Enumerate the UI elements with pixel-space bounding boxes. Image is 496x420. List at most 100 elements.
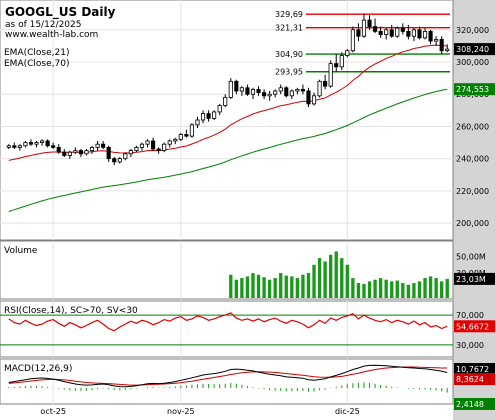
candle-body bbox=[373, 26, 378, 32]
volume-bar bbox=[279, 273, 283, 298]
candle-body bbox=[395, 27, 400, 37]
grid-lines bbox=[0, 0, 453, 404]
candle-body bbox=[406, 30, 411, 37]
price-tick-label: 220,000 bbox=[456, 187, 489, 196]
candle-body bbox=[439, 39, 444, 52]
candle-body bbox=[62, 151, 67, 156]
axis-labels: 200,000220,000240,000260,000280,000300,0… bbox=[40, 26, 495, 416]
rsi-line bbox=[8, 312, 448, 332]
candle-body bbox=[417, 29, 422, 39]
volume-bar bbox=[290, 276, 294, 298]
level-label: 304,90 bbox=[275, 50, 303, 59]
candle-body bbox=[95, 143, 100, 148]
candle-body bbox=[151, 140, 156, 150]
candle-body bbox=[256, 88, 261, 94]
candle-body bbox=[361, 19, 367, 37]
macd-signal-last-label-bg bbox=[454, 373, 495, 385]
candle-body bbox=[411, 29, 416, 37]
volume-bar bbox=[362, 283, 366, 298]
candle-body bbox=[17, 145, 22, 148]
candle-body bbox=[128, 150, 133, 155]
candle-body bbox=[289, 90, 294, 97]
candle-body bbox=[422, 30, 428, 39]
candle-body bbox=[200, 113, 206, 121]
rsi-tick-label: 30,000 bbox=[456, 341, 484, 350]
candle-body bbox=[106, 146, 111, 160]
legend-ema70: EMA(Close,70) bbox=[4, 59, 69, 69]
candle-body bbox=[84, 150, 89, 155]
last-close-label: 308,240 bbox=[456, 45, 489, 54]
volume-panel bbox=[0, 240, 454, 300]
candle-body bbox=[162, 143, 167, 152]
candle-body bbox=[23, 142, 28, 147]
candle-body bbox=[134, 146, 139, 152]
candle-body bbox=[123, 153, 128, 160]
level-label: 321,31 bbox=[275, 24, 303, 33]
volume-bar bbox=[234, 279, 238, 298]
volume-last-label: 23,03M bbox=[456, 275, 486, 284]
ema70-last-label-bg bbox=[454, 83, 495, 96]
volume-tick-label: 50,00M bbox=[456, 252, 486, 261]
chart-title: GOOGL_US Daily bbox=[5, 5, 116, 20]
volume-bar bbox=[440, 281, 444, 298]
volume-bar bbox=[384, 279, 388, 298]
candle-body bbox=[145, 140, 150, 145]
volume-bar bbox=[240, 278, 244, 298]
volume-bar bbox=[406, 284, 411, 298]
volume-bar bbox=[367, 281, 372, 298]
candle-body bbox=[328, 63, 333, 87]
volume-bar bbox=[412, 283, 416, 298]
candle-body bbox=[339, 55, 344, 68]
candle-body bbox=[73, 150, 78, 153]
candle-body bbox=[189, 124, 194, 137]
rsi-last-label-bg bbox=[454, 320, 495, 333]
macd-line bbox=[8, 364, 448, 388]
candle-body bbox=[262, 92, 267, 97]
candle-body bbox=[184, 134, 189, 137]
rsi-panel bbox=[0, 300, 454, 358]
candle-body bbox=[217, 105, 222, 113]
candle-body bbox=[212, 111, 217, 119]
candle-body bbox=[228, 80, 233, 98]
candle-body bbox=[367, 19, 372, 27]
macd-signal-line bbox=[8, 366, 448, 386]
rsi-title: RSI(Close,14), SC>70, SV<30 bbox=[4, 306, 138, 316]
price-axis-background bbox=[453, 0, 496, 420]
volume-bar bbox=[345, 264, 349, 298]
candle-body bbox=[234, 80, 239, 92]
rsi-tick-label: 70,000 bbox=[456, 311, 484, 320]
volume-bars bbox=[229, 251, 449, 298]
candlesticks bbox=[6, 13, 450, 166]
macd-last-label: 10,7672 bbox=[456, 365, 489, 374]
candle-body bbox=[250, 88, 256, 95]
volume-bar bbox=[301, 274, 305, 298]
volume-bar bbox=[284, 275, 288, 298]
volume-bar bbox=[306, 273, 311, 298]
macd-last-label-bg bbox=[454, 363, 495, 375]
candle-body bbox=[389, 29, 394, 37]
candle-body bbox=[6, 145, 11, 148]
volume-bar bbox=[378, 278, 383, 298]
level-label: 293,95 bbox=[275, 68, 303, 77]
volume-bar bbox=[340, 258, 344, 298]
volume-bar bbox=[245, 276, 250, 298]
candle-body bbox=[40, 140, 45, 143]
candle-body bbox=[173, 138, 178, 142]
time-tick-label: oct-25 bbox=[40, 407, 66, 416]
candle-body bbox=[45, 140, 50, 147]
candle-body bbox=[156, 148, 161, 152]
macd-lines bbox=[8, 364, 448, 393]
volume-bar bbox=[445, 278, 449, 298]
candle-body bbox=[284, 87, 289, 97]
volume-last-label-bg bbox=[454, 272, 495, 285]
candle-body bbox=[67, 151, 72, 156]
volume-bar bbox=[295, 278, 300, 298]
last-close-label-bg bbox=[454, 43, 495, 56]
candle-body bbox=[334, 63, 339, 68]
macd-hist-last-label-bg bbox=[454, 398, 495, 410]
time-tick-label: dic-25 bbox=[335, 407, 360, 416]
candle-body bbox=[295, 88, 300, 92]
rsi-lines bbox=[0, 312, 453, 346]
candle-body bbox=[167, 140, 172, 145]
